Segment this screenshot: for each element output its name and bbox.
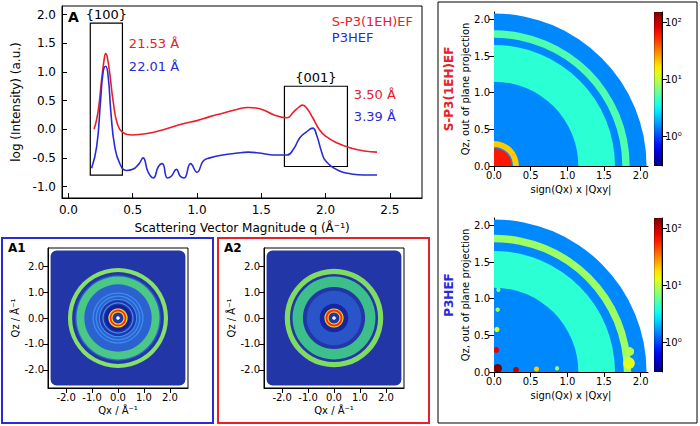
svg-text:Qz / Å⁻¹: Qz / Å⁻¹ bbox=[225, 299, 237, 338]
svg-text:1.5: 1.5 bbox=[474, 51, 490, 62]
svg-text:1.5: 1.5 bbox=[596, 376, 612, 387]
svg-text:1.0: 1.0 bbox=[244, 287, 260, 298]
svg-text:A1: A1 bbox=[8, 241, 26, 255]
svg-text:S-P3(1EH)EF: S-P3(1EH)EF bbox=[442, 47, 456, 132]
svg-text:1.0: 1.0 bbox=[474, 87, 490, 98]
svg-text:-2.0: -2.0 bbox=[56, 392, 76, 403]
svg-text:2.0: 2.0 bbox=[37, 8, 56, 22]
svg-text:Qx / Å⁻¹: Qx / Å⁻¹ bbox=[314, 404, 354, 416]
svg-text:{100}: {100} bbox=[86, 7, 127, 22]
svg-text:1.0: 1.0 bbox=[136, 392, 152, 403]
svg-text:log (Intensity) (a.u.): log (Intensity) (a.u.) bbox=[9, 42, 23, 161]
svg-text:Qx / Å⁻¹: Qx / Å⁻¹ bbox=[98, 404, 138, 416]
svg-text:0.5: 0.5 bbox=[474, 330, 490, 341]
svg-text:1.0: 1.0 bbox=[37, 65, 56, 79]
svg-text:1.0: 1.0 bbox=[474, 293, 490, 304]
svg-text:Scattering Vector Magnitude q: Scattering Vector Magnitude q (Å⁻¹) bbox=[134, 220, 349, 235]
svg-text:2.0: 2.0 bbox=[316, 203, 335, 217]
svg-text:-1.0: -1.0 bbox=[298, 392, 318, 403]
svg-text:-2.0: -2.0 bbox=[24, 364, 44, 375]
svg-text:10²: 10² bbox=[665, 223, 682, 234]
svg-text:-2.0: -2.0 bbox=[272, 392, 292, 403]
svg-text:sign(Qx) x |Qxy|: sign(Qx) x |Qxy| bbox=[531, 184, 612, 196]
svg-text:22.01 Å: 22.01 Å bbox=[129, 59, 179, 74]
svg-text:1.0: 1.0 bbox=[352, 392, 368, 403]
svg-text:3.50 Å: 3.50 Å bbox=[354, 87, 396, 102]
svg-text:1.5: 1.5 bbox=[252, 203, 271, 217]
svg-text:-2.0: -2.0 bbox=[240, 364, 260, 375]
svg-text:S-P3(1EH)EF: S-P3(1EH)EF bbox=[332, 14, 413, 29]
svg-text:10⁰: 10⁰ bbox=[665, 337, 682, 348]
svg-text:10⁰: 10⁰ bbox=[665, 131, 682, 142]
svg-text:10²: 10² bbox=[665, 17, 682, 28]
svg-text:sign(Qx) x |Qxy|: sign(Qx) x |Qxy| bbox=[531, 390, 612, 402]
svg-text:0.0: 0.0 bbox=[244, 313, 260, 324]
svg-text:-1.0: -1.0 bbox=[24, 338, 44, 349]
svg-text:0.5: 0.5 bbox=[523, 170, 539, 181]
svg-text:0.0: 0.0 bbox=[110, 392, 126, 403]
svg-text:2.5: 2.5 bbox=[380, 203, 399, 217]
svg-text:10¹: 10¹ bbox=[665, 74, 682, 85]
svg-text:2.0: 2.0 bbox=[378, 392, 394, 403]
svg-text:1.0: 1.0 bbox=[559, 376, 575, 387]
svg-text:0.0: 0.0 bbox=[486, 170, 502, 181]
svg-text:0.5: 0.5 bbox=[523, 376, 539, 387]
svg-text:-1.0: -1.0 bbox=[82, 392, 102, 403]
svg-text:1.5: 1.5 bbox=[474, 257, 490, 268]
svg-text:1.5: 1.5 bbox=[596, 170, 612, 181]
svg-text:0.5: 0.5 bbox=[474, 124, 490, 135]
svg-text:10¹: 10¹ bbox=[665, 280, 682, 291]
svg-text:2.0: 2.0 bbox=[162, 392, 178, 403]
svg-text:2.0: 2.0 bbox=[633, 170, 649, 181]
svg-text:{001}: {001} bbox=[295, 70, 336, 85]
svg-text:P3HEF: P3HEF bbox=[332, 30, 374, 45]
svg-text:A2: A2 bbox=[224, 241, 242, 255]
svg-text:0.0: 0.0 bbox=[59, 203, 78, 217]
svg-text:0.0: 0.0 bbox=[37, 122, 56, 136]
svg-text:2.0: 2.0 bbox=[474, 14, 490, 25]
svg-text:0.0: 0.0 bbox=[486, 376, 502, 387]
svg-text:Qz, out of plane projection: Qz, out of plane projection bbox=[460, 229, 471, 362]
svg-text:1.0: 1.0 bbox=[559, 170, 575, 181]
svg-text:1.5: 1.5 bbox=[37, 36, 56, 50]
svg-text:-0.5: -0.5 bbox=[33, 151, 56, 165]
svg-text:2.0: 2.0 bbox=[633, 376, 649, 387]
svg-text:0.0: 0.0 bbox=[326, 392, 342, 403]
svg-text:-1.0: -1.0 bbox=[33, 180, 56, 194]
svg-text:P3HEF: P3HEF bbox=[442, 273, 456, 317]
svg-text:2.0: 2.0 bbox=[474, 220, 490, 231]
svg-text:0.0: 0.0 bbox=[28, 313, 44, 324]
svg-text:2.0: 2.0 bbox=[28, 261, 44, 272]
svg-text:1.0: 1.0 bbox=[28, 287, 44, 298]
svg-text:-1.0: -1.0 bbox=[240, 338, 260, 349]
svg-text:0.5: 0.5 bbox=[37, 94, 56, 108]
svg-text:Qz / Å⁻¹: Qz / Å⁻¹ bbox=[9, 299, 21, 338]
svg-text:A: A bbox=[68, 9, 79, 25]
svg-text:0.5: 0.5 bbox=[123, 203, 142, 217]
svg-text:0.0: 0.0 bbox=[474, 366, 490, 378]
svg-text:2.0: 2.0 bbox=[244, 261, 260, 272]
svg-text:0.0: 0.0 bbox=[474, 160, 490, 172]
svg-text:1.0: 1.0 bbox=[187, 203, 206, 217]
svg-text:Qz, out of plane projection: Qz, out of plane projection bbox=[460, 23, 471, 156]
svg-text:3.39 Å: 3.39 Å bbox=[354, 109, 396, 124]
svg-text:21.53 Å: 21.53 Å bbox=[129, 36, 179, 51]
